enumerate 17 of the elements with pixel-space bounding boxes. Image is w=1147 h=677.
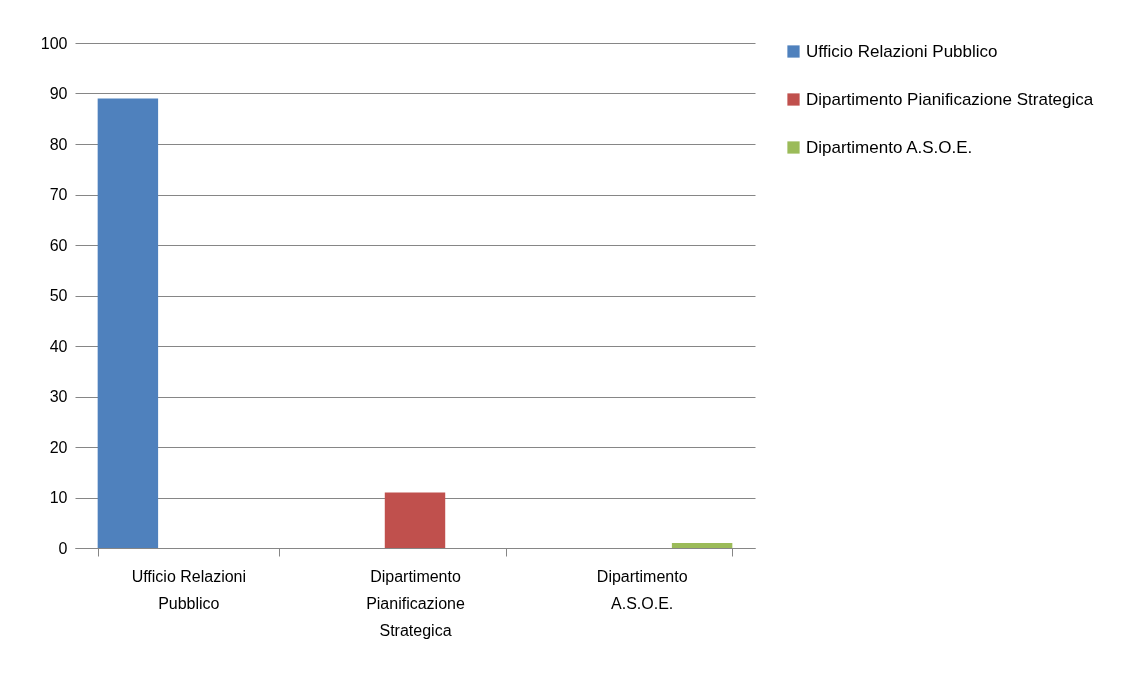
x-tick-label: Ufficio Relazioni Pubblico xyxy=(131,567,247,612)
y-tick-label: 0 xyxy=(58,539,68,557)
x-tick-label: Dipartimento Pianificazione Strategica xyxy=(366,567,465,639)
y-tick-label: 50 xyxy=(49,287,68,304)
y-tick-label: 60 xyxy=(49,236,68,254)
legend-label: Ufficio Relazioni Pubblico xyxy=(806,41,998,61)
y-tick-label: 100 xyxy=(40,34,68,52)
y-tick-label: 90 xyxy=(49,85,68,102)
legend-label: Dipartimento A.S.O.E. xyxy=(806,137,973,157)
y-tick-label: 30 xyxy=(49,388,68,405)
x-tick-label: Dipartimento A.S.O.E. xyxy=(596,567,688,612)
y-tick-label: 70 xyxy=(49,186,68,203)
legend-label: Dipartimento Pianificazione Strategica xyxy=(806,89,1094,109)
y-tick-label: 20 xyxy=(49,438,68,456)
y-tick-label: 40 xyxy=(49,337,68,355)
y-tick-label: 80 xyxy=(49,135,68,153)
y-tick-label: 10 xyxy=(49,489,68,506)
